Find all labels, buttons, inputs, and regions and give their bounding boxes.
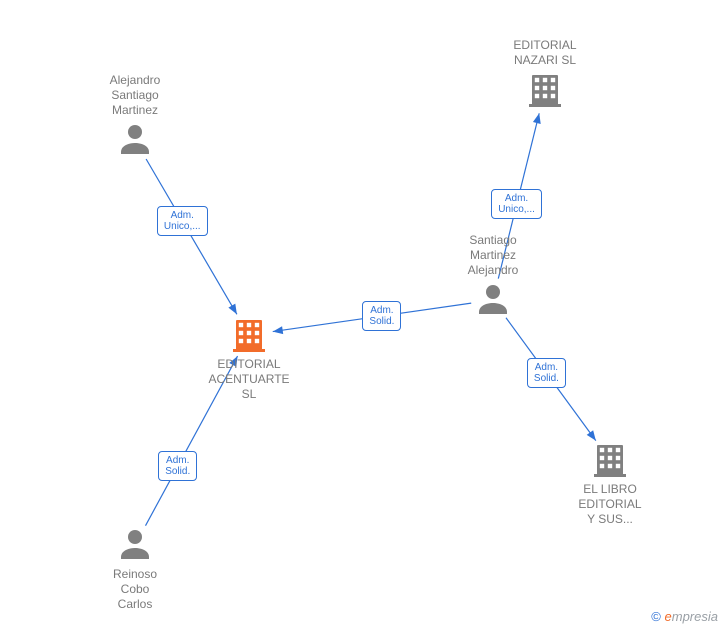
arrowhead-3 <box>533 113 541 124</box>
brand-name: empresia <box>665 609 718 624</box>
edge-alejandro-acentuarte <box>146 159 237 314</box>
node-alejandro <box>121 125 149 154</box>
node-santiago <box>479 285 507 314</box>
arrowhead-0 <box>228 304 237 315</box>
diagram-svg <box>0 0 728 630</box>
arrowhead-2 <box>273 326 283 334</box>
node-reinoso <box>121 530 149 559</box>
node-acentuarte <box>233 320 265 352</box>
copyright-symbol: © <box>651 609 661 624</box>
edge-santiago-acentuarte <box>273 303 471 331</box>
node-nazari <box>529 75 561 107</box>
edge-santiago-nazari <box>498 113 539 278</box>
footer: © empresia <box>651 609 718 624</box>
arrowhead-1 <box>229 356 237 367</box>
edge-santiago-ellibro <box>506 318 596 441</box>
arrowhead-4 <box>587 430 596 440</box>
edge-reinoso-acentuarte <box>145 356 237 526</box>
node-ellibro <box>594 445 626 477</box>
diagram-canvas: Adm. Unico,...Adm. Solid.Adm. Solid.Adm.… <box>0 0 728 630</box>
